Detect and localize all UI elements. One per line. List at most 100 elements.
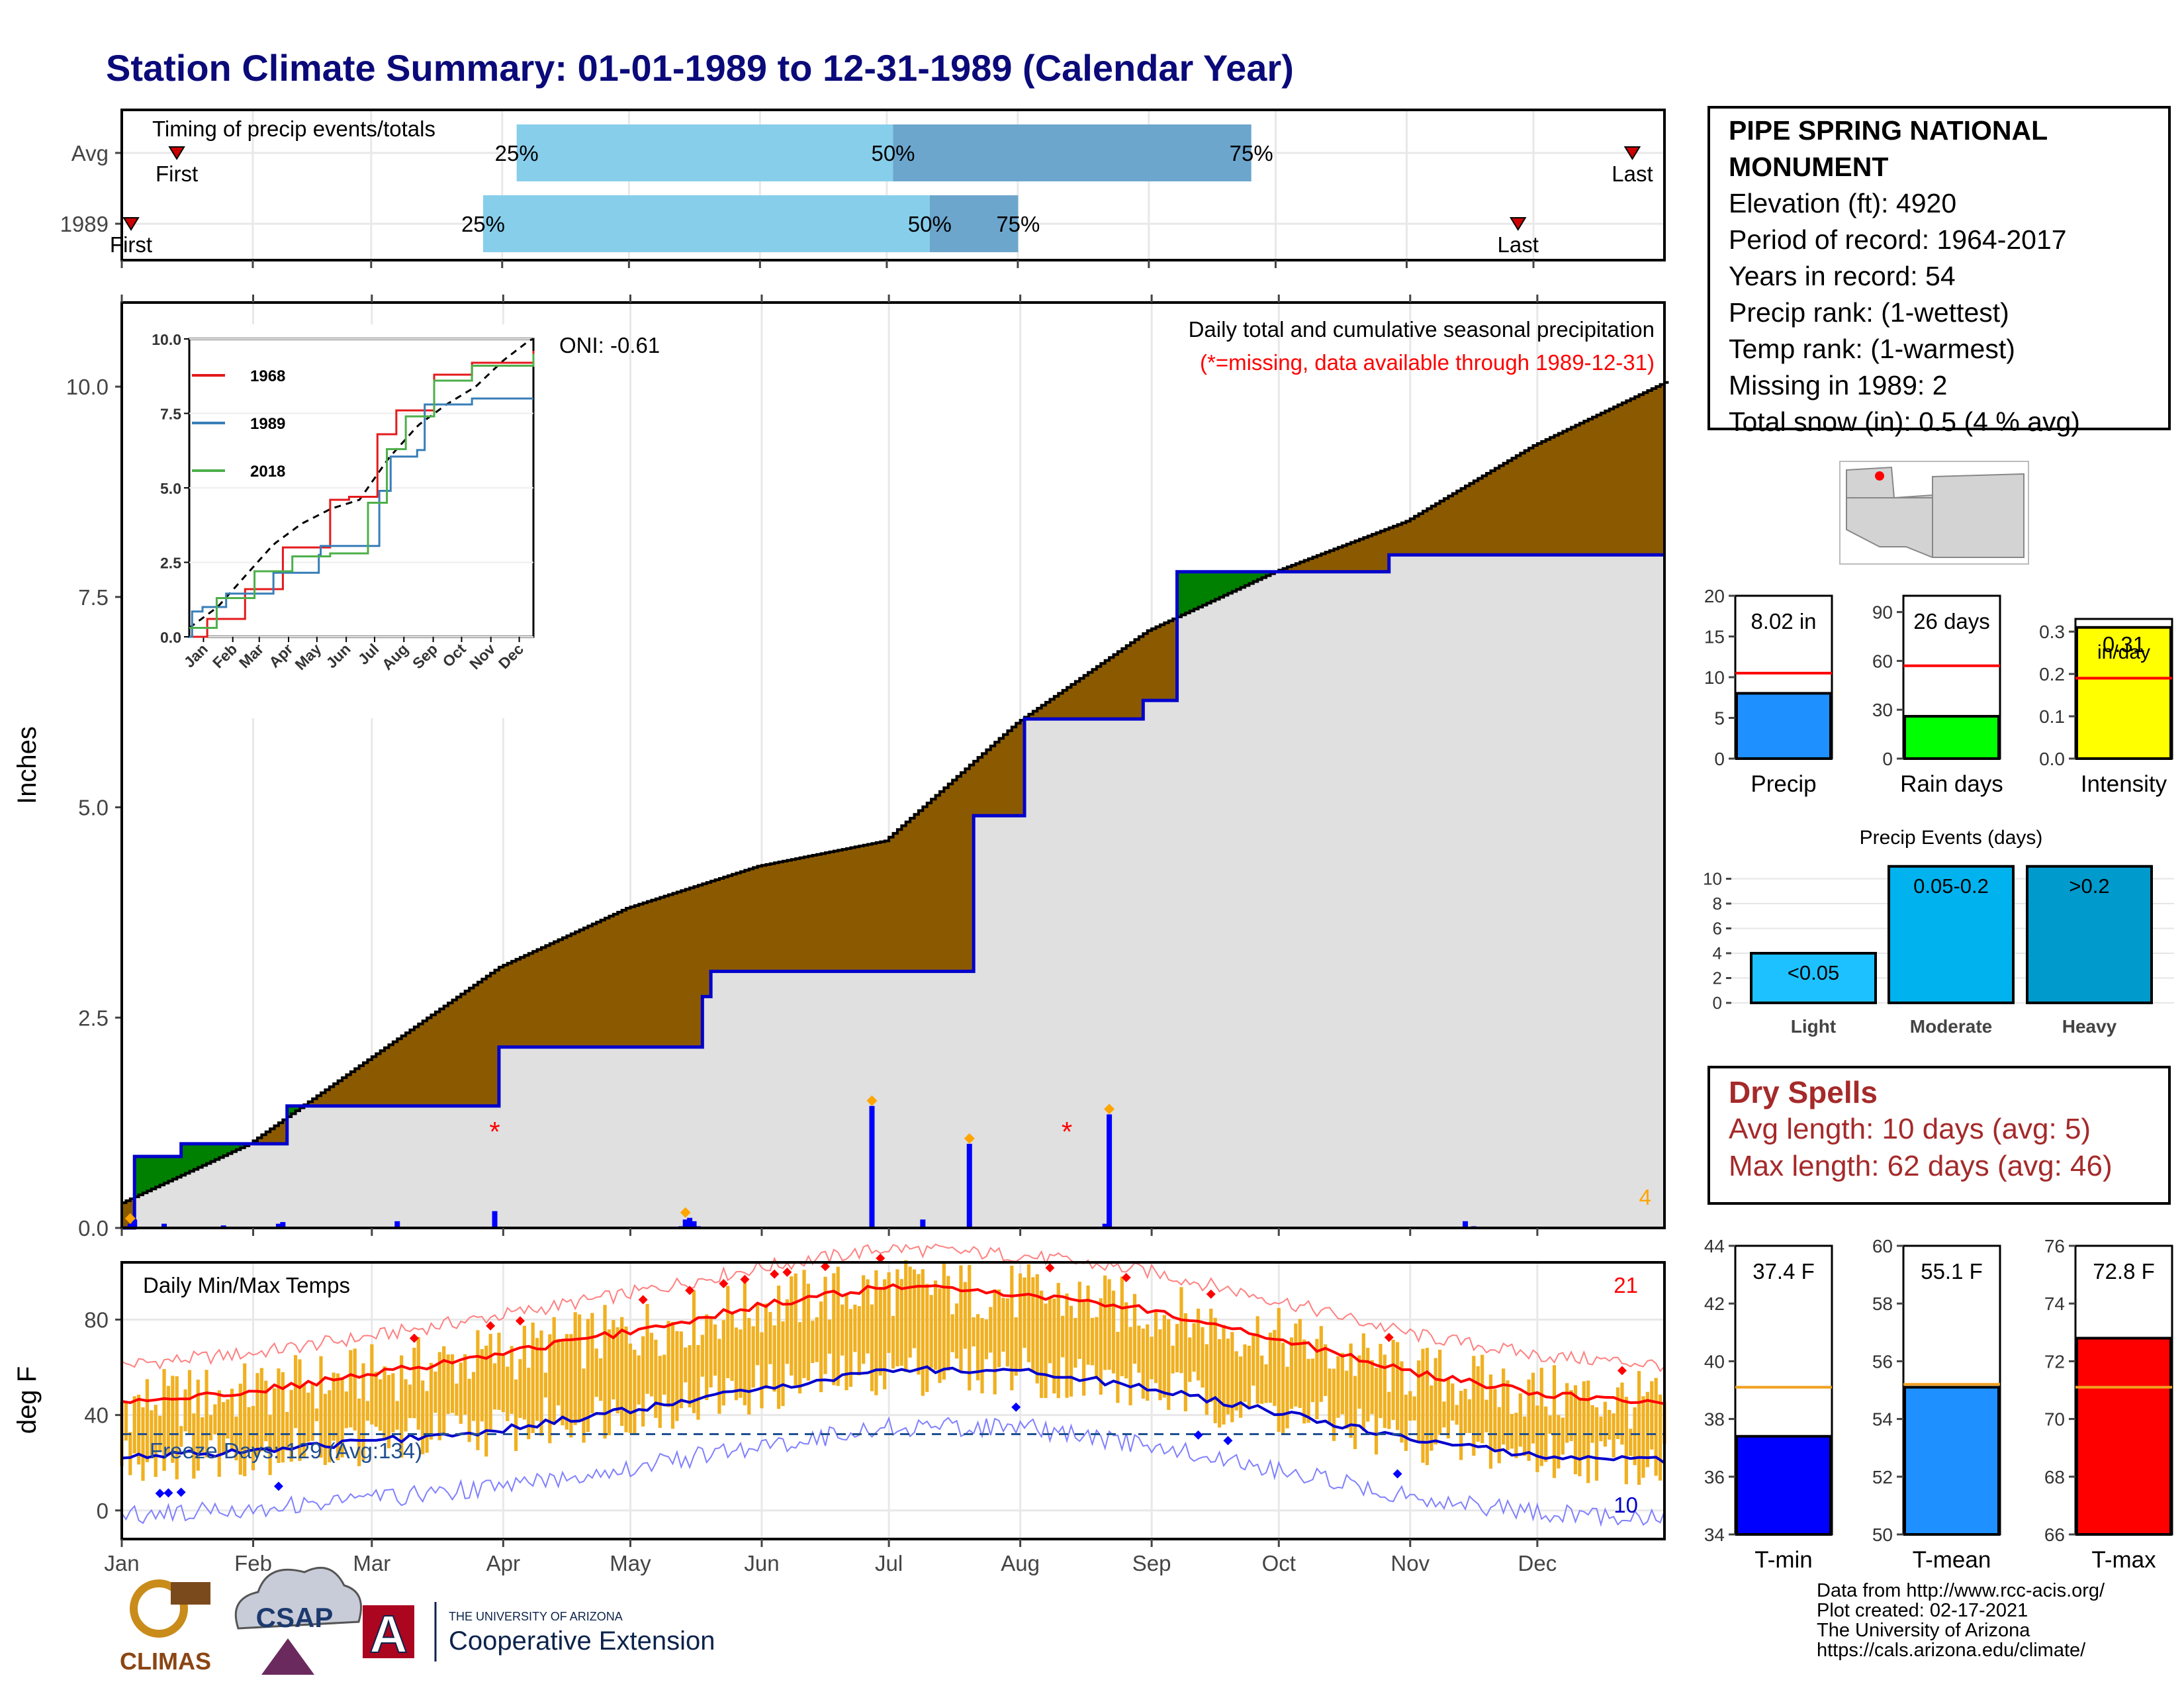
events-tick-label: 8 [1713,894,1722,914]
timing-last-marker [1509,217,1527,231]
temp-daily-bar [1455,1405,1459,1425]
temp-daily-bar [1514,1413,1518,1458]
temp-daily-bar [781,1321,785,1407]
temp-daily-bar [539,1330,543,1436]
precip-base-area [122,555,1664,1228]
precip-observed-line [122,553,1664,1230]
temp-daily-bar [1294,1323,1298,1407]
temp-daily-bar [183,1389,187,1432]
temp-daily-bar [137,1394,141,1465]
temp-daily-bar [1302,1339,1306,1424]
temp-daily-bar [1099,1298,1103,1395]
timing-pct-label: 75% [996,212,1040,236]
temp-daily-bar [1510,1413,1514,1449]
temp-daily-bar [281,1372,285,1463]
temp-daily-bar [463,1354,467,1415]
temp-daily-bar [1336,1356,1340,1418]
dry-spells-panel: Dry Spells Avg length: 10 days (avg: 5) … [1707,1066,2171,1205]
climas-logo-text: CLIMAS [120,1648,211,1675]
temp-daily-bar [743,1279,747,1405]
rain-days-axis-label: Rain days [1900,771,2003,797]
precip-missing-marker: * [1062,1116,1072,1147]
temp-summary-bars: 34 36 38 40 42 44 37.4 F T-min 50 52 54 56 58 60 55.1 … [1704,1236,2173,1573]
dry-spells-max: Max length: 62 days (avg: 46) [1729,1150,2113,1182]
temp-record-high-marker [770,1269,780,1279]
csap-logo-mountain [261,1638,314,1675]
temp-daily-bar [806,1284,811,1381]
temp-daily-bar [904,1260,908,1372]
temp-daily-bar [1052,1298,1056,1394]
temp-daily-bar [1069,1305,1073,1397]
month-axis-label: Aug [1001,1551,1040,1575]
temp-daily-bar [1400,1361,1404,1443]
tmin-tick-label: 34 [1704,1524,1725,1545]
temp-daily-bar [1548,1415,1552,1434]
temp-daily-bar [772,1325,776,1392]
temp-daily-bar [717,1338,721,1414]
temp-record-high-marker [740,1274,750,1284]
inset-y-tick-label: 5.0 [160,480,181,497]
temp-daily-bar [938,1288,942,1383]
temp-daily-bar [1366,1348,1370,1422]
precip-daily-bar [492,1211,498,1228]
credits: Data from http://www.rcc-acis.org/ Plot … [1817,1581,2105,1660]
temp-daily-bar [1095,1317,1099,1379]
temp-daily-bar [1196,1308,1201,1381]
temp-daily-bar [1298,1319,1302,1409]
temp-daily-bar [365,1401,370,1421]
temp-daily-bar [764,1303,768,1389]
temp-daily-bar [776,1286,781,1409]
temp-record-high-marker [515,1316,525,1326]
climas-logo-ring [130,1579,188,1638]
temp-daily-bar [1090,1317,1095,1366]
temp-daily-bar [1234,1351,1238,1411]
temp-y-axis-title: deg F [13,1366,42,1434]
temp-daily-bar [950,1314,954,1352]
temp-daily-bar [1146,1324,1150,1401]
temp-daily-bar [459,1362,463,1424]
temp-daily-bar [344,1391,349,1429]
temp-daily-bar [1599,1416,1603,1442]
temp-daily-bar [171,1376,175,1463]
tmax-tick-label: 70 [2044,1409,2065,1430]
temp-daily-bar [615,1327,619,1414]
temp-daily-bar [1493,1389,1497,1450]
temp-daily-bar [1608,1409,1612,1440]
temp-daily-bar [972,1317,976,1346]
temp-daily-bar [1107,1279,1111,1370]
temp-daily-bar [1251,1334,1255,1386]
temp-daily-bar [1569,1389,1573,1442]
tmean-tick-label: 52 [1872,1467,1893,1487]
inset-series-line [189,397,533,638]
temp-daily-bar [1031,1277,1035,1372]
timing-pct-label: 25% [495,141,539,165]
temp-daily-bar [425,1391,429,1453]
temp-daily-bar [628,1343,633,1433]
temp-daily-bar [1472,1356,1476,1456]
temp-daily-bar [1040,1290,1044,1398]
temp-daily-bar [179,1426,183,1447]
temp-daily-bar [1408,1391,1412,1421]
temp-daily-bar [1361,1333,1365,1431]
events-title: Precip Events (days) [1860,827,2043,849]
summary-bars: 0 5 10 15 20 8.02 in Precip 0 30 60 90 26 days Rain … [1704,586,2173,797]
station-elevation: Elevation (ft): 4920 [1729,188,1957,218]
temp-daily-bar [1531,1372,1535,1444]
timing-frame [120,109,1666,261]
temp-daily-bar [1641,1396,1645,1478]
temp-daily-bar [1056,1283,1060,1398]
tmean-tick-label: 50 [1872,1524,1893,1545]
temp-daily-bar [582,1368,586,1443]
temp-daily-bar [429,1362,433,1440]
month-axis-label: Oct [1262,1551,1296,1575]
temp-daily-bar [811,1321,815,1364]
rain-days-tick-label: 30 [1872,700,1893,720]
temp-daily-bar [455,1383,459,1416]
temp-daily-bar [306,1392,310,1442]
precip-daily-bar [275,1223,281,1228]
temp-daily-bar [802,1270,806,1378]
temp-daily-bar [658,1356,662,1429]
temp-daily-bar [302,1385,306,1458]
temp-daily-bar [196,1380,200,1471]
temp-daily-bar [1201,1327,1205,1388]
